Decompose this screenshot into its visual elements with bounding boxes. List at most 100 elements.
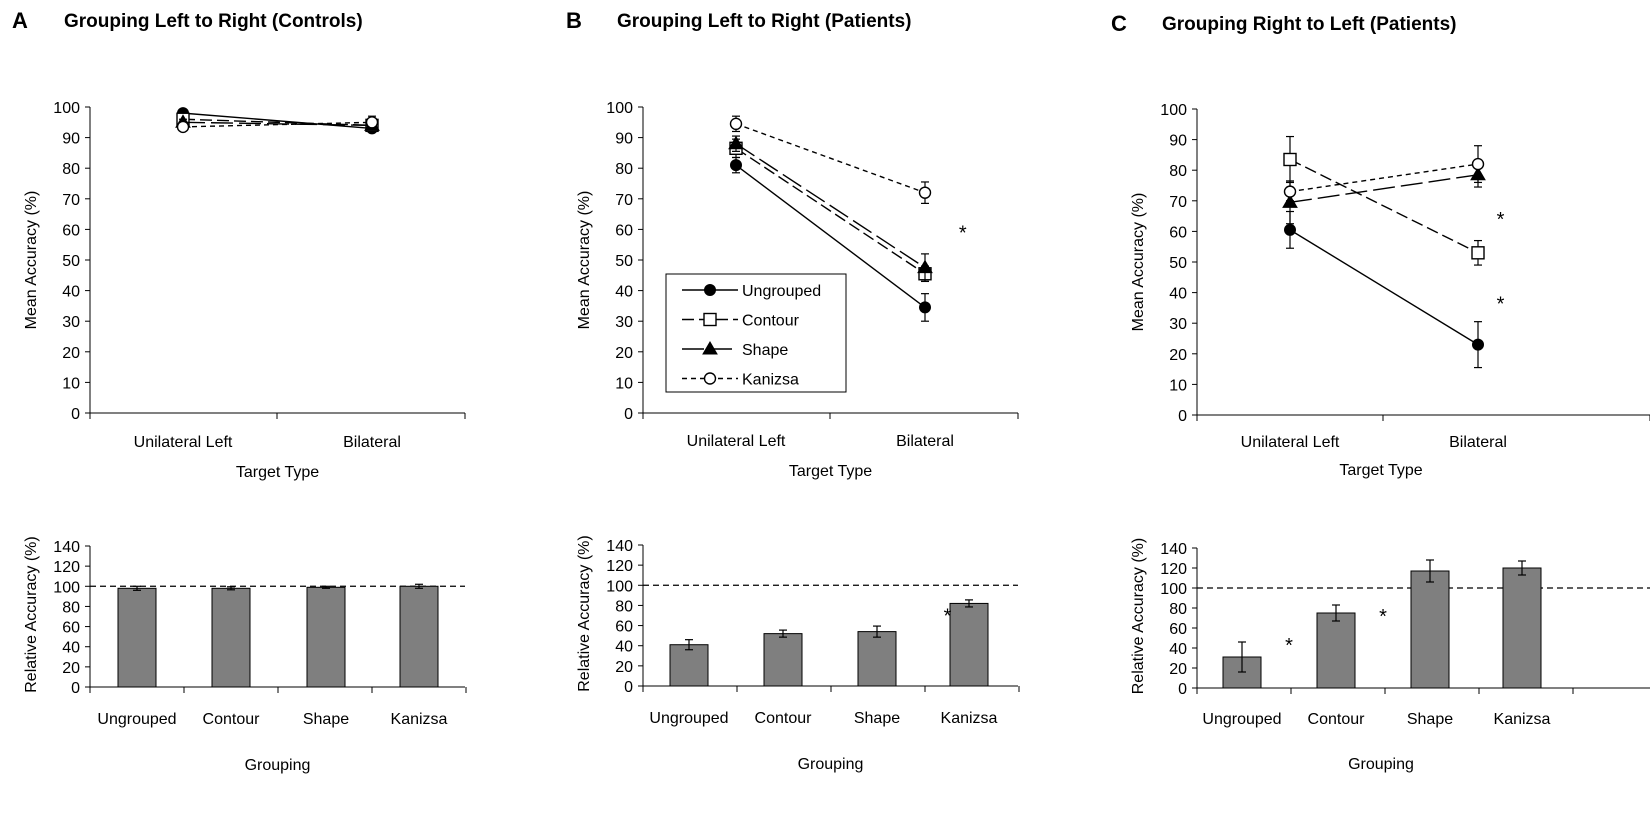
x-category-label: Shape [303,711,349,728]
y-tick-label: 40 [1169,641,1187,658]
x-category-label: Contour [203,711,261,728]
x-category-label: Unilateral Left [134,434,233,451]
x-category-label: Unilateral Left [1241,434,1340,451]
bar-kanizsa [949,602,989,687]
y-tick-label: 60 [1169,224,1187,241]
y-tick-label: 10 [1169,377,1187,394]
y-axis-title: Mean Accuracy (%) [23,191,40,330]
data-point-kanizsa [1471,157,1485,171]
y-tick-label: 140 [53,539,80,556]
bar-shape [306,586,346,688]
significance-star: * [959,222,967,244]
x-category-label: Ungrouped [97,711,176,728]
panel-b-letter: B [566,8,582,33]
y-tick-label: 0 [624,679,633,696]
series-shape [728,135,933,283]
x-category-label: Contour [755,710,813,727]
significance-star: * [1285,635,1293,657]
data-point-ungrouped [730,159,742,172]
y-tick-label: 20 [615,659,633,676]
y-tick-label: 70 [62,192,80,209]
panel-c-letter: C [1111,11,1127,36]
y-tick-label: 0 [71,680,80,697]
x-axis-title: Grouping [245,757,311,774]
series-contour [1283,135,1485,266]
legend-marker-contour [703,312,717,327]
x-axis-title: Grouping [1348,756,1414,773]
data-point-ungrouped [919,301,931,314]
significance-star: * [1497,209,1505,231]
series-line [182,121,373,127]
y-tick-label: 100 [53,100,80,117]
y-tick-label: 50 [62,253,80,270]
data-point-kanizsa [365,116,379,129]
x-category-label: Kanizsa [1494,711,1551,728]
y-tick-label: 90 [1169,133,1187,150]
legend: Ungrouped Contour Shape Kanizsa [665,273,847,393]
y-tick-label: 70 [1169,194,1187,211]
panel-c-title: Grouping Right to Left (Patients) [1162,14,1457,35]
legend-marker-ungrouped [704,284,716,296]
panel-b-title: Grouping Left to Right (Patients) [617,11,912,32]
x-category-label: Shape [1407,711,1453,728]
bar-chart-panel-0: 0 20 40 60 80 100 120 140 Ungrouped Contour Shape K… [23,536,467,774]
y-axis-title: Relative Accuracy (%) [1130,538,1147,695]
y-tick-label: 30 [1169,316,1187,333]
bar-ungrouped [669,644,709,687]
x-category-label: Ungrouped [649,710,728,727]
y-tick-label: 30 [62,314,80,331]
y-tick-label: 90 [615,131,633,148]
series-contour [729,138,932,283]
y-tick-label: 100 [1160,102,1187,119]
series-kanizsa [176,115,379,134]
series-line [182,121,373,128]
y-tick-label: 50 [1169,255,1187,272]
series-ungrouped [177,107,378,135]
x-category-label: Unilateral Left [687,433,786,450]
y-tick-label: 30 [615,314,633,331]
y-tick-label: 100 [606,578,633,595]
bar-chart-panel-1: 0 20 40 60 80 100 120 140 Ungrouped Contour Shape K… [576,535,1020,773]
x-axis-title: Target Type [789,463,872,480]
legend-item-ungrouped: Ungrouped [682,283,821,300]
y-tick-label: 120 [606,558,633,575]
y-tick-label: 10 [615,375,633,392]
y-tick-label: 20 [1169,347,1187,364]
data-point-contour [1283,152,1297,167]
bar-shape [857,631,897,687]
x-axis-title: Target Type [236,464,319,481]
y-tick-label: 10 [62,375,80,392]
series-line [735,164,926,308]
y-tick-label: 50 [615,253,633,270]
y-tick-label: 40 [1169,286,1187,303]
bar-kanizsa [1502,567,1542,689]
legend-item-contour: Contour [682,313,800,330]
y-tick-label: 80 [1169,601,1187,618]
line-chart-panel-1: 0 10 20 30 40 50 60 70 80 90 100 Unilateral Left Bil… [576,100,1019,480]
bar-chart-panel-2: 0 20 40 60 80 100 120 140 Ungrouped Contour Shape K… [1130,538,1650,773]
x-category-label: Kanizsa [391,711,448,728]
bar-kanizsa [399,585,439,688]
series-line [735,147,926,275]
y-tick-label: 0 [1178,408,1187,425]
x-category-label: Shape [854,710,900,727]
legend-item-kanizsa: Kanizsa [682,372,799,389]
series-kanizsa [1283,145,1485,202]
y-tick-label: 40 [615,284,633,301]
y-tick-label: 0 [1178,681,1187,698]
y-tick-label: 120 [1160,561,1187,578]
y-tick-label: 140 [1160,541,1187,558]
significance-star: * [1379,606,1387,628]
data-point-kanizsa [1283,185,1297,198]
series-line [1289,229,1479,346]
y-axis-title: Mean Accuracy (%) [576,191,593,330]
legend-label: Shape [742,342,788,359]
series-line [1289,174,1479,204]
x-axis-title: Grouping [798,756,864,773]
y-axis-title: Mean Accuracy (%) [1130,193,1147,332]
y-tick-label: 80 [62,161,80,178]
y-tick-label: 90 [62,131,80,148]
y-tick-label: 80 [62,599,80,616]
bar-contour [211,587,251,688]
